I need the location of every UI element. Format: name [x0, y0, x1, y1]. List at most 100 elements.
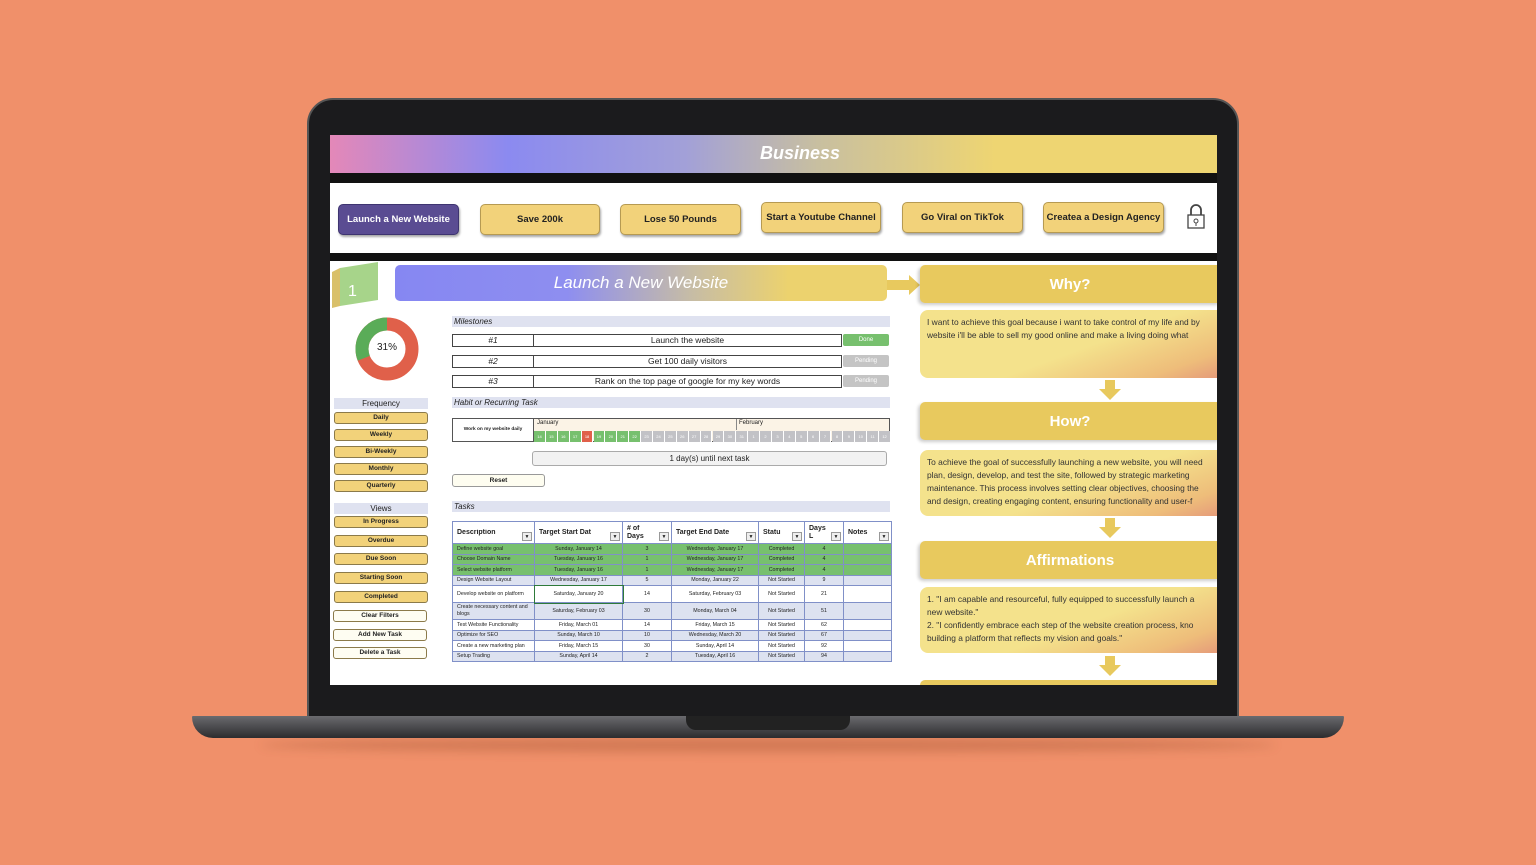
goal-tab-launch-a-new-website[interactable]: Launch a New Website	[338, 204, 459, 235]
habit-day-cell[interactable]: 2	[760, 431, 772, 442]
habit-day-cell[interactable]: 10	[855, 431, 868, 442]
table-row[interactable]: Create necessary content and blogs Saturd…	[452, 602, 892, 620]
lock-icon[interactable]	[1186, 202, 1206, 230]
filter-dropdown-icon[interactable]: ▼	[610, 532, 620, 541]
action-button-add-new-task[interactable]: Add New Task	[333, 629, 427, 641]
habit-day-cell[interactable]: 4	[783, 431, 796, 442]
habit-day-cell[interactable]: 23	[641, 431, 653, 442]
table-cell: Wednesday, January 17	[534, 574, 623, 586]
habit-day-cell[interactable]: 19	[593, 431, 606, 442]
down-arrow-icon	[1099, 656, 1121, 676]
frequency-filter-button[interactable]: Monthly	[334, 463, 428, 475]
column-header-label: Days L	[809, 524, 826, 540]
table-row[interactable]: Define website goal Sunday, January 14 3 We…	[452, 543, 892, 555]
filter-dropdown-icon[interactable]: ▼	[746, 532, 756, 541]
table-row[interactable]: Test Website Functionality Friday, March …	[452, 619, 892, 631]
table-cell: Wednesday, January 17	[671, 564, 759, 576]
habit-day-cell[interactable]: 16	[557, 431, 570, 442]
action-button-delete-a-task[interactable]: Delete a Task	[333, 647, 427, 659]
table-cell: 14	[622, 619, 672, 631]
view-filter-button[interactable]: Completed	[334, 591, 428, 603]
table-row[interactable]: Design Website Layout Wednesday, January …	[452, 574, 892, 586]
column-header[interactable]: # of Days Neede ▼	[622, 521, 672, 544]
table-cell: Saturday, February 03	[534, 602, 623, 620]
milestone-number: #3	[453, 376, 534, 387]
divider	[330, 253, 1217, 261]
table-row[interactable]: Optimize for SEO Sunday, March 10 10 Wednes…	[452, 629, 892, 641]
table-row[interactable]: Develop website on platform Saturday, Jan…	[452, 584, 892, 604]
habit-day-cell[interactable]: 15	[545, 431, 558, 442]
table-cell	[843, 619, 892, 631]
habit-day-cell[interactable]: 26	[676, 431, 689, 442]
filter-dropdown-icon[interactable]: ▼	[831, 532, 841, 541]
habit-day-cell[interactable]: 14	[534, 431, 546, 442]
action-button-clear-filters[interactable]: Clear Filters	[333, 610, 427, 622]
table-cell: Sunday, April 14	[534, 650, 623, 662]
habit-day-cell[interactable]: 31	[736, 431, 749, 442]
column-header-label: Target End Date	[676, 528, 730, 536]
milestone-status-badge[interactable]: Done	[843, 334, 889, 346]
goal-tab-lose-50-pounds[interactable]: Lose 50 Pounds	[620, 204, 741, 235]
filter-dropdown-icon[interactable]: ▼	[879, 532, 889, 541]
habit-day-cell[interactable]: 29	[712, 431, 725, 442]
column-header[interactable]: Target Start Dat ▼	[534, 521, 623, 544]
milestone-status-badge[interactable]: Pending	[843, 355, 889, 367]
milestone-text: Launch the website	[650, 335, 725, 345]
table-row[interactable]: Setup Trading Sunday, April 14 2 Tuesday, A…	[452, 650, 892, 662]
table-cell: Completed	[758, 564, 805, 576]
column-header[interactable]: Days L ▼	[804, 521, 844, 544]
goal-tab-createa-a-design-agency[interactable]: Createa a Design Agency	[1043, 202, 1164, 233]
habit-day-cell[interactable]: 9	[843, 431, 856, 442]
milestone-status-badge[interactable]: Pending	[843, 375, 889, 387]
column-header[interactable]: Statu ▼	[758, 521, 805, 544]
filter-dropdown-icon[interactable]: ▼	[792, 532, 802, 541]
goal-tab-save-200k[interactable]: Save 200k	[480, 204, 600, 235]
habit-day-cell[interactable]: 12	[879, 431, 891, 442]
column-header[interactable]: Target End Date ▼	[671, 521, 759, 544]
habit-day-cell[interactable]: 24	[653, 431, 665, 442]
habit-day-cell[interactable]: 6	[807, 431, 820, 442]
frequency-filter-button[interactable]: Bi-Weekly	[334, 446, 428, 458]
view-filter-button[interactable]: Starting Soon	[334, 572, 428, 584]
frequency-filter-button[interactable]: Daily	[334, 412, 428, 424]
table-row[interactable]: Create a new marketing plan Friday, March…	[452, 640, 892, 652]
why-text: I want to achieve this goal because i wa…	[920, 310, 1217, 378]
table-cell: Define website goal	[452, 543, 535, 555]
table-cell[interactable]: Saturday, January 20	[533, 584, 624, 604]
habit-day-cell[interactable]: 11	[867, 431, 880, 442]
habit-day-cell[interactable]: 20	[605, 431, 618, 442]
filter-dropdown-icon[interactable]: ▼	[659, 532, 669, 541]
habit-day-cell[interactable]: 5	[795, 431, 808, 442]
goal-tab-go-viral-on-tiktok[interactable]: Go Viral on TikTok	[902, 202, 1023, 233]
table-row[interactable]: Select website platform Tuesday, January …	[452, 564, 892, 576]
habit-day-cell[interactable]: 30	[724, 431, 737, 442]
table-row[interactable]: Choose Domain Name Tuesday, January 16 1 We…	[452, 553, 892, 565]
table-cell: 3	[622, 543, 672, 555]
milestone-number: #2	[453, 356, 534, 367]
table-cell: 9	[804, 574, 844, 586]
table-cell: Tuesday, January 16	[534, 564, 623, 576]
habit-tracker: Work on my website daily January Februar…	[452, 418, 891, 442]
habit-day-cell[interactable]: 7	[819, 431, 832, 442]
habit-day-cell[interactable]: 8	[831, 431, 844, 442]
habit-day-cell[interactable]: 25	[664, 431, 677, 442]
habit-day-cell[interactable]: 3	[772, 431, 784, 442]
habit-day-cell[interactable]: 18	[581, 431, 594, 442]
filter-dropdown-icon[interactable]: ▼	[522, 532, 532, 541]
view-filter-button[interactable]: In Progress	[334, 516, 428, 528]
habit-day-cell[interactable]: 27	[688, 431, 701, 442]
goal-tab-start-a-youtube-channel[interactable]: Start a Youtube Channel	[761, 202, 881, 233]
frequency-filter-button[interactable]: Quarterly	[334, 480, 428, 492]
view-filter-button[interactable]: Overdue	[334, 535, 428, 547]
laptop-shadow	[260, 738, 1276, 752]
reset-button[interactable]: Reset	[452, 474, 545, 487]
habit-day-cell[interactable]: 17	[569, 431, 582, 442]
habit-day-cell[interactable]: 22	[629, 431, 642, 442]
column-header[interactable]: Notes ▼	[843, 521, 892, 544]
column-header[interactable]: Description ▼	[452, 521, 535, 544]
habit-day-cell[interactable]: 21	[617, 431, 630, 442]
habit-day-cell[interactable]: 28	[700, 431, 713, 442]
frequency-filter-button[interactable]: Weekly	[334, 429, 428, 441]
habit-day-cell[interactable]: 1	[748, 431, 761, 442]
view-filter-button[interactable]: Due Soon	[334, 553, 428, 565]
